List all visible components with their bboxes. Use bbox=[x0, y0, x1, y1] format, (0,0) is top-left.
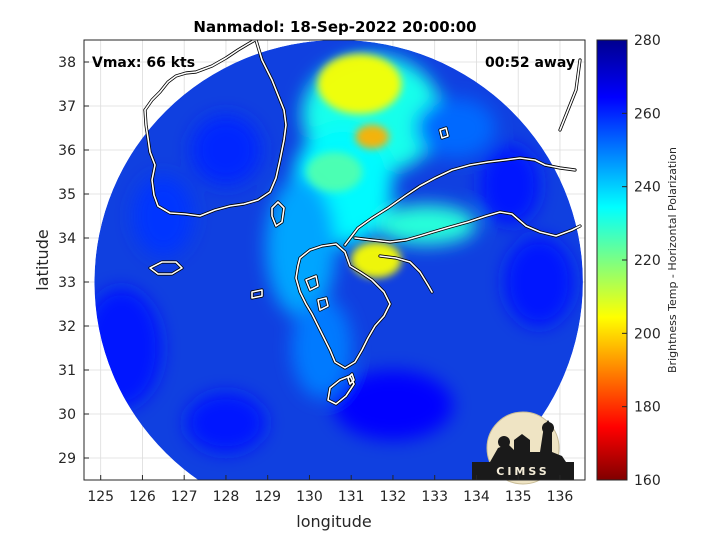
swath-region bbox=[504, 237, 575, 327]
swath-layer bbox=[94, 40, 583, 480]
feature-northern-band bbox=[317, 54, 402, 114]
chart-title: Nanmadol: 18-Sep-2022 20:00:00 bbox=[193, 18, 476, 36]
logo-text: CIMSS bbox=[496, 465, 549, 478]
colorbar-tick-label: 160 bbox=[634, 473, 661, 489]
swath-region bbox=[185, 392, 266, 453]
x-tick-label: 136 bbox=[547, 489, 574, 505]
feature-rain-arm bbox=[306, 152, 363, 192]
x-tick-label: 132 bbox=[380, 489, 407, 505]
y-tick-label: 38 bbox=[58, 55, 76, 71]
swath-region bbox=[133, 176, 194, 256]
colorbar-tick-label: 260 bbox=[634, 106, 661, 122]
x-tick-label: 126 bbox=[129, 489, 156, 505]
y-axis-ticks: 29 30 31 32 33 34 35 36 37 38 bbox=[58, 55, 89, 467]
swath-region bbox=[479, 145, 540, 226]
y-tick-label: 36 bbox=[58, 143, 76, 159]
colorbar-tick-label: 280 bbox=[634, 33, 661, 49]
colorbar-tick-label: 240 bbox=[634, 180, 661, 196]
y-tick-label: 34 bbox=[58, 231, 76, 247]
coastlines bbox=[143, 40, 582, 406]
logo-banner bbox=[472, 462, 574, 480]
colorbar-tick-label: 220 bbox=[634, 253, 661, 269]
plot-frame bbox=[83, 39, 586, 481]
y-tick-label: 33 bbox=[58, 275, 76, 291]
x-axis-ticks: 125 126 127 128 129 130 131 132 133 134 135 136 bbox=[87, 475, 573, 505]
swath-region bbox=[415, 98, 496, 158]
feature-storm-core bbox=[351, 242, 402, 278]
x-tick-label: 131 bbox=[338, 489, 365, 505]
logo-tower-top bbox=[542, 422, 554, 434]
swath-region bbox=[332, 370, 453, 441]
colorbar-label: Brightness Temp - Horizontal Polarizatio… bbox=[666, 147, 679, 373]
y-tick-label: 32 bbox=[58, 319, 76, 335]
logo-dish bbox=[498, 436, 510, 448]
swath-region bbox=[376, 204, 477, 245]
x-tick-label: 133 bbox=[421, 489, 448, 505]
colorbar: 280 260 240 220 200 180 160 Brightness Temp - … bbox=[596, 33, 679, 489]
y-tick-label: 31 bbox=[58, 363, 76, 379]
brightness-temp-swath bbox=[94, 40, 583, 480]
time-away-annotation: 00:52 away bbox=[485, 55, 575, 71]
x-axis-label: longitude bbox=[296, 512, 371, 531]
x-tick-label: 125 bbox=[87, 489, 114, 505]
colorbar-tick-label: 180 bbox=[634, 400, 661, 416]
colorbar-ticks: 280 260 240 220 200 180 160 bbox=[622, 33, 661, 489]
y-tick-label: 30 bbox=[58, 407, 76, 423]
swath-region bbox=[291, 298, 352, 398]
x-tick-label: 129 bbox=[254, 489, 281, 505]
y-tick-label: 35 bbox=[58, 187, 76, 203]
cimss-logo: CIMSS bbox=[472, 411, 574, 485]
x-tick-label: 134 bbox=[463, 489, 490, 505]
colorbar-tick-label: 200 bbox=[634, 326, 661, 342]
y-tick-label: 29 bbox=[58, 451, 76, 467]
vmax-annotation: Vmax: 66 kts bbox=[92, 55, 195, 71]
x-tick-label: 135 bbox=[505, 489, 532, 505]
feature-hot-spot bbox=[355, 124, 389, 149]
y-axis-label: latitude bbox=[33, 229, 52, 290]
y-tick-label: 37 bbox=[58, 99, 76, 115]
x-tick-label: 130 bbox=[296, 489, 323, 505]
swath-region bbox=[190, 115, 261, 185]
x-tick-label: 128 bbox=[213, 489, 240, 505]
x-tick-label: 127 bbox=[171, 489, 198, 505]
